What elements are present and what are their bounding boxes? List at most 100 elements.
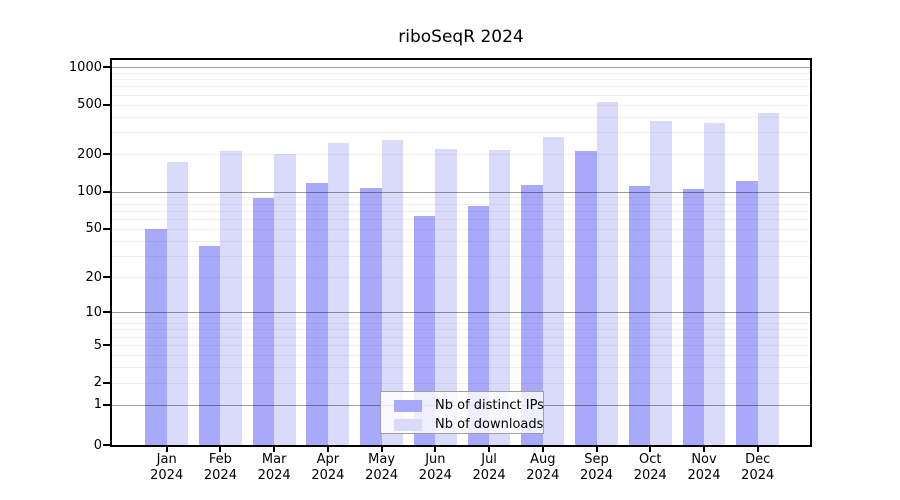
plot-area: [110, 58, 812, 447]
x-tick-label-may-2024: May 2024: [350, 452, 414, 484]
bar-downloads-apr-2024: [327, 142, 350, 445]
y-tick-10: [103, 311, 110, 314]
y-tick-label-10: 10: [85, 304, 102, 320]
x-tick-month: Mar: [261, 452, 287, 467]
x-tick-label-nov-2024: Nov 2024: [672, 452, 736, 484]
bar-downloads-dec-2024: [757, 112, 780, 445]
x-tick-label-mar-2024: Mar 2024: [242, 452, 306, 484]
x-tick-label-aug-2024: Aug 2024: [511, 452, 575, 484]
bar-downloads-may-2024: [381, 139, 403, 445]
y-tick-label-5: 5: [93, 337, 102, 353]
y-tick-20: [103, 276, 110, 279]
gridline-minor-90: [112, 197, 810, 199]
x-tick-label-dec-2024: Dec 2024: [726, 452, 790, 484]
y-tick-1000: [103, 66, 110, 68]
x-tick-label-jun-2024: Jun 2024: [403, 452, 467, 484]
x-tick-dec-2024: [756, 447, 759, 452]
gridline-minor-80: [112, 203, 810, 205]
gridline-minor-6: [112, 336, 810, 338]
x-tick-label-apr-2024: Apr 2024: [296, 452, 360, 484]
y-tick-100: [103, 190, 110, 193]
x-tick-month: Aug: [530, 452, 556, 467]
x-tick-year: 2024: [418, 468, 452, 483]
y-tick-label-500: 500: [77, 97, 102, 113]
bar-downloads-jul-2024: [489, 149, 511, 445]
x-tick-year: 2024: [203, 468, 237, 483]
gridline-minor-7: [112, 329, 810, 331]
x-tick-label-sep-2024: Sep 2024: [565, 452, 629, 484]
bar-downloads-nov-2024: [704, 122, 726, 445]
gridline-minor-60: [112, 219, 810, 221]
bar-downloads-aug-2024: [542, 137, 565, 445]
y-tick-label-0: 0: [93, 437, 102, 453]
bar-distinct-ips-apr-2024: [306, 182, 328, 445]
y-tick-label-100: 100: [77, 184, 102, 200]
x-tick-month: Apr: [316, 452, 340, 467]
gridline-minor-30: [112, 255, 810, 257]
gridline-minor-8: [112, 323, 810, 325]
bar-distinct-ips-sep-2024: [575, 151, 597, 445]
x-tick-jan-2024: [165, 447, 168, 452]
bar-downloads-oct-2024: [650, 120, 672, 445]
gridline-major-100: [112, 191, 810, 193]
x-tick-label-feb-2024: Feb 2024: [188, 452, 252, 484]
y-tick-0: [103, 444, 110, 446]
gridline-minor-2: [112, 382, 810, 384]
y-tick-label-1000: 1000: [68, 59, 102, 75]
x-tick-month: Oct: [639, 452, 662, 467]
y-tick-500: [103, 103, 110, 106]
x-tick-month: Feb: [208, 452, 232, 467]
y-tick-label-1: 1: [93, 397, 102, 413]
x-tick-year: 2024: [579, 468, 614, 483]
x-tick-month: May: [368, 452, 396, 467]
x-tick-month: Jan: [156, 452, 177, 467]
x-tick-label-jul-2024: Jul 2024: [457, 452, 521, 484]
x-tick-year: 2024: [741, 468, 775, 483]
legend-item-distinct-ips: Nb of distinct IPs: [394, 397, 544, 414]
bar-distinct-ips-feb-2024: [199, 246, 221, 445]
gridline-minor-200: [112, 154, 810, 156]
bar-distinct-ips-aug-2024: [521, 185, 543, 445]
x-tick-sep-2024: [595, 447, 598, 452]
bar-distinct-ips-oct-2024: [628, 186, 651, 445]
y-tick-label-2: 2: [93, 375, 102, 391]
x-tick-label-jan-2024: Jan 2024: [135, 452, 199, 484]
gridline-minor-300: [112, 132, 810, 134]
gridline-minor-600: [112, 94, 810, 96]
gridline-minor-500: [112, 104, 810, 106]
gridline-minor-40: [112, 240, 810, 242]
y-tick-5: [103, 344, 110, 347]
gridline-minor-800: [112, 79, 810, 81]
bar-distinct-ips-nov-2024: [682, 189, 704, 445]
y-tick-50: [103, 227, 110, 230]
legend: Nb of distinct IPs Nb of downloads: [380, 391, 544, 434]
x-tick-jun-2024: [434, 447, 437, 452]
chart-title: riboSeqR 2024: [398, 27, 524, 47]
bar-distinct-ips-jul-2024: [467, 206, 490, 445]
legend-label-distinct-ips: Nb of distinct IPs: [435, 398, 544, 413]
gridline-minor-400: [112, 116, 810, 118]
x-tick-month: Sep: [584, 452, 609, 467]
x-tick-year: 2024: [365, 468, 399, 483]
gridline-minor-5: [112, 345, 810, 347]
x-tick-year: 2024: [257, 468, 291, 483]
bar-distinct-ips-dec-2024: [736, 180, 758, 445]
x-tick-month: Jul: [481, 452, 497, 467]
x-tick-may-2024: [380, 447, 383, 452]
x-tick-apr-2024: [326, 447, 329, 452]
x-tick-feb-2024: [219, 447, 222, 452]
x-tick-month: Nov: [691, 452, 717, 467]
y-tick-label-50: 50: [85, 221, 102, 237]
bar-downloads-feb-2024: [220, 150, 242, 445]
gridline-minor-4: [112, 355, 810, 357]
x-tick-nov-2024: [703, 447, 705, 452]
x-tick-year: 2024: [687, 468, 721, 483]
x-tick-oct-2024: [649, 447, 652, 452]
y-tick-1: [103, 403, 110, 406]
x-tick-year: 2024: [150, 468, 184, 483]
gridline-minor-3: [112, 367, 810, 369]
bar-downloads-sep-2024: [596, 101, 618, 445]
gridline-minor-50: [112, 228, 810, 230]
x-tick-month: Jun: [425, 452, 446, 467]
